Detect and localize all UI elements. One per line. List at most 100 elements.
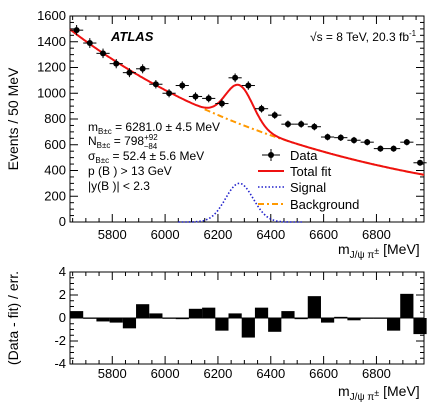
pull-y-tick-label: -4 [54, 356, 66, 371]
data-point [360, 138, 374, 146]
x-tick-label: 6000 [151, 227, 180, 242]
pull-bar [294, 318, 308, 320]
data-point [175, 81, 189, 90]
pull-bar [83, 318, 97, 319]
data-point-marker [179, 82, 186, 89]
data-point [268, 111, 282, 119]
data-point-marker [311, 123, 318, 130]
pull-bar [215, 318, 229, 331]
y-axis-label: Events / 50 MeV [5, 67, 21, 170]
data-point [334, 134, 348, 142]
pull-bar [413, 318, 427, 335]
data-point-marker [166, 90, 173, 97]
y-tick-label: 600 [44, 137, 66, 152]
signal-curve [178, 182, 302, 223]
yield-parameter: NB±c = 798+92 −84 [88, 133, 158, 151]
mass-parameter: mB±c = 6281.0 ± 4.5 MeV [88, 120, 220, 136]
data-point-marker [73, 27, 80, 34]
pull-y-tick-label: 0 [59, 310, 66, 325]
data-point [228, 73, 242, 83]
pull-bar [281, 311, 295, 318]
data-point [136, 64, 150, 74]
energy-label: √s = 8 TeV, 20.3 fb-1 [310, 29, 417, 44]
data-point [241, 81, 255, 90]
pull-bar [136, 304, 150, 318]
data-point [373, 145, 388, 152]
x-tick-label: 6400 [256, 227, 285, 242]
x-tick-label: 5800 [98, 227, 127, 242]
pull-bar [387, 318, 401, 331]
data-point-marker [113, 60, 120, 67]
legend-entry: Background [258, 197, 359, 212]
x-axis-label: mJ/ψ π± [MeV] [338, 241, 420, 261]
pull-bar [149, 313, 163, 318]
data-point-marker [284, 121, 291, 128]
data-point-marker [139, 65, 146, 72]
pull-x-tick-label: 6000 [151, 366, 180, 381]
x-axis-label-text: mJ/ψ π± [MeV] [338, 241, 420, 261]
data-point [109, 59, 123, 69]
pull-bar [360, 318, 374, 319]
x-tick-label: 6200 [203, 227, 232, 242]
pull-bar [254, 307, 269, 318]
y-tick-label: 1400 [37, 34, 66, 49]
data-point [254, 104, 269, 113]
data-point [188, 92, 203, 101]
data-point-marker [86, 40, 93, 47]
data-point-marker [364, 139, 371, 146]
data-point [215, 99, 229, 108]
data-point-marker [205, 95, 212, 102]
pull-bars [70, 293, 427, 338]
pull-x-tick-label: 6800 [362, 366, 391, 381]
data-point-marker [271, 112, 278, 119]
pt-cut: p (B ) > 13 GeV [88, 164, 172, 178]
y-tick-label: 1600 [37, 8, 66, 23]
pull-bar [241, 318, 255, 338]
data-point [400, 138, 414, 146]
data-point-marker [298, 121, 305, 128]
legend-label: Signal [290, 180, 326, 195]
y-tick-label: 0 [59, 214, 66, 229]
pull-plot: -4 -2 0 2 4 5800 6000 6200 6400 6600 6800 (Data - f… [5, 264, 427, 403]
data-point-marker [337, 134, 344, 141]
data-point-marker [417, 159, 424, 166]
pull-bar [347, 318, 361, 321]
data-point-marker [232, 74, 239, 81]
data-series [70, 25, 427, 166]
legend-data-marker [268, 152, 274, 158]
data-point-marker [403, 139, 410, 146]
data-point [281, 120, 295, 128]
legend-label: Total fit [290, 164, 332, 179]
data-point [413, 159, 427, 166]
pull-bar [334, 316, 348, 318]
pull-bar [122, 318, 137, 329]
pull-bar [307, 296, 321, 318]
pull-x-tick-label: 6600 [309, 366, 338, 381]
y-tick-label: 1200 [37, 60, 66, 75]
data-point-marker [324, 134, 331, 141]
data-point [96, 48, 110, 59]
pull-y-axis-label: (Data - fit) / err. [5, 271, 21, 365]
data-point-marker [390, 145, 397, 152]
pull-y-tick-label: 2 [59, 287, 66, 302]
data-point [307, 123, 321, 131]
data-point-marker [377, 145, 384, 152]
legend-label: Data [290, 148, 318, 163]
pull-bar [188, 308, 203, 318]
atlas-label: ATLAS [110, 29, 154, 44]
data-point [387, 145, 401, 152]
data-point-marker [218, 100, 225, 107]
pull-bar [70, 311, 84, 318]
pull-bar [202, 307, 216, 318]
legend-label: Background [290, 197, 359, 212]
pull-x-axis-label: mJ/ψ π± [MeV] [338, 383, 420, 403]
pull-bar [320, 318, 335, 323]
width-parameter: σB±c = 52.4 ± 5.6 MeV [88, 149, 204, 165]
pull-bar [228, 313, 242, 318]
pull-x-tick-label: 5800 [98, 366, 127, 381]
data-point-marker [350, 137, 357, 144]
data-point [162, 89, 176, 98]
data-point [320, 133, 335, 141]
pull-bar [400, 293, 414, 318]
